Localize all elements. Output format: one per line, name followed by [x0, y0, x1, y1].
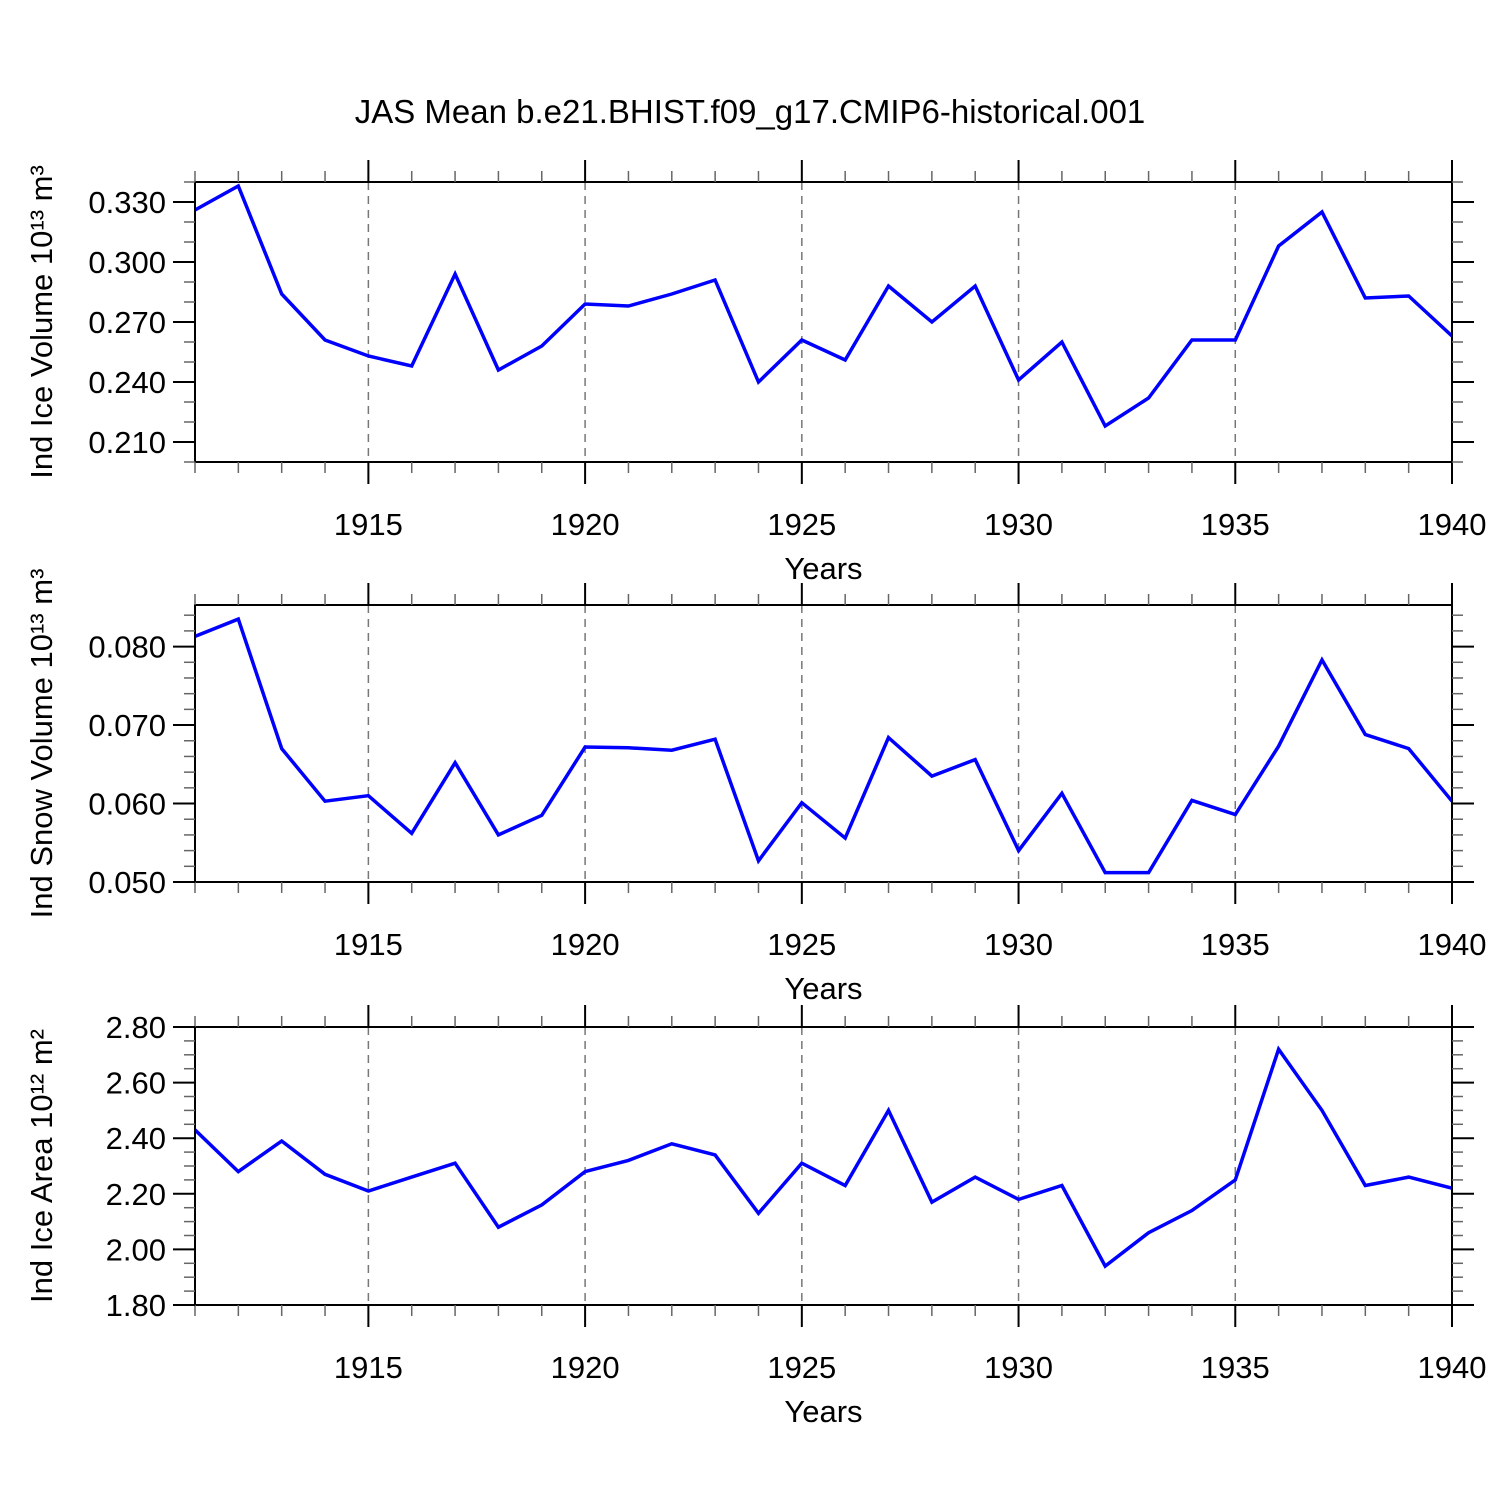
y-ticks	[173, 1026, 1474, 1306]
y-tick-label: 0.060	[88, 787, 166, 822]
y-tick-label: 0.330	[88, 185, 166, 220]
y-tick-label: 2.80	[106, 1010, 166, 1045]
x-tick-label: 1915	[334, 1350, 403, 1385]
plot-frame	[194, 604, 1453, 883]
panels: 0.210 0.240 0.270 0.300 0.330 1915 1920 1925 193…	[24, 160, 1486, 1429]
y-ticks	[173, 181, 1474, 463]
x-tick-labels: 1915 1920 1925 1930 1935 1940	[334, 1350, 1487, 1385]
y-tick-labels: 0.210 0.240 0.270 0.300 0.330	[88, 185, 166, 460]
x-tick-label: 1915	[334, 927, 403, 962]
y-axis-title: Ind Ice Volume 10¹³ m³	[24, 165, 59, 479]
x-tick-label: 1935	[1201, 507, 1270, 542]
x-tick-label: 1925	[767, 927, 836, 962]
y-ticks	[173, 614, 1474, 883]
y-axis-title: Ind Snow Volume 10¹³ m³	[24, 569, 59, 919]
x-tick-label: 1940	[1418, 927, 1487, 962]
x-tick-label: 1940	[1418, 507, 1487, 542]
gridlines	[367, 1027, 1237, 1305]
y-tick-label: 0.080	[88, 630, 166, 665]
x-tick-label: 1935	[1201, 1350, 1270, 1385]
panel-ind-ice-area: 1.80 2.00 2.20 2.40 2.60 2.80 1915 1920 1925 1930…	[24, 1005, 1486, 1429]
x-tick-label: 1930	[984, 507, 1053, 542]
x-tick-labels: 1915 1920 1925 1930 1935 1940	[334, 927, 1487, 962]
y-tick-label: 2.40	[106, 1121, 166, 1156]
x-ticks	[194, 583, 1453, 904]
chart-title: JAS Mean b.e21.BHIST.f09_g17.CMIP6-histo…	[355, 93, 1146, 130]
gridlines	[367, 605, 1237, 882]
x-tick-label: 1940	[1418, 1350, 1487, 1385]
x-ticks	[194, 160, 1453, 484]
ind-ice-volume-line	[194, 183, 1454, 429]
y-tick-label: 2.60	[106, 1066, 166, 1101]
x-axis-title: Years	[784, 1394, 862, 1429]
y-tick-label: 0.300	[88, 245, 166, 280]
x-tick-label: 1920	[551, 927, 620, 962]
x-tick-label: 1930	[984, 927, 1053, 962]
y-tick-label: 2.00	[106, 1232, 166, 1267]
y-tick-label: 2.20	[106, 1177, 166, 1212]
y-tick-labels: 0.050 0.060 0.070 0.080	[88, 630, 166, 900]
x-tick-label: 1935	[1201, 927, 1270, 962]
x-tick-label: 1920	[551, 507, 620, 542]
x-tick-label: 1920	[551, 1350, 620, 1385]
ind-ice-area-line	[193, 1045, 1453, 1269]
x-ticks	[194, 1005, 1453, 1327]
y-tick-label: 1.80	[106, 1288, 166, 1323]
gridlines	[367, 182, 1237, 462]
panel-ind-snow-volume: 0.050 0.060 0.070 0.080 1915 1920 1925 1930 1935…	[24, 569, 1486, 1006]
panel-ind-ice-volume: 0.210 0.240 0.270 0.300 0.330 1915 1920 1925 193…	[24, 160, 1486, 586]
x-axis-title: Years	[784, 971, 862, 1006]
x-tick-labels: 1915 1920 1925 1930 1935 1940	[334, 507, 1487, 542]
y-tick-label: 0.070	[88, 708, 166, 743]
y-tick-labels: 1.80 2.00 2.20 2.40 2.60 2.80	[106, 1010, 166, 1323]
ind-snow-volume-line	[194, 616, 1454, 875]
x-tick-label: 1930	[984, 1350, 1053, 1385]
x-axis-title: Years	[784, 551, 862, 586]
y-tick-label: 0.050	[88, 865, 166, 900]
y-axis-title: Ind Ice Area 10¹² m²	[24, 1029, 59, 1303]
y-tick-label: 0.270	[88, 305, 166, 340]
y-tick-label: 0.240	[88, 365, 166, 400]
y-tick-label: 0.210	[88, 425, 166, 460]
x-tick-label: 1925	[767, 1350, 836, 1385]
x-tick-label: 1925	[767, 507, 836, 542]
x-tick-label: 1915	[334, 507, 403, 542]
